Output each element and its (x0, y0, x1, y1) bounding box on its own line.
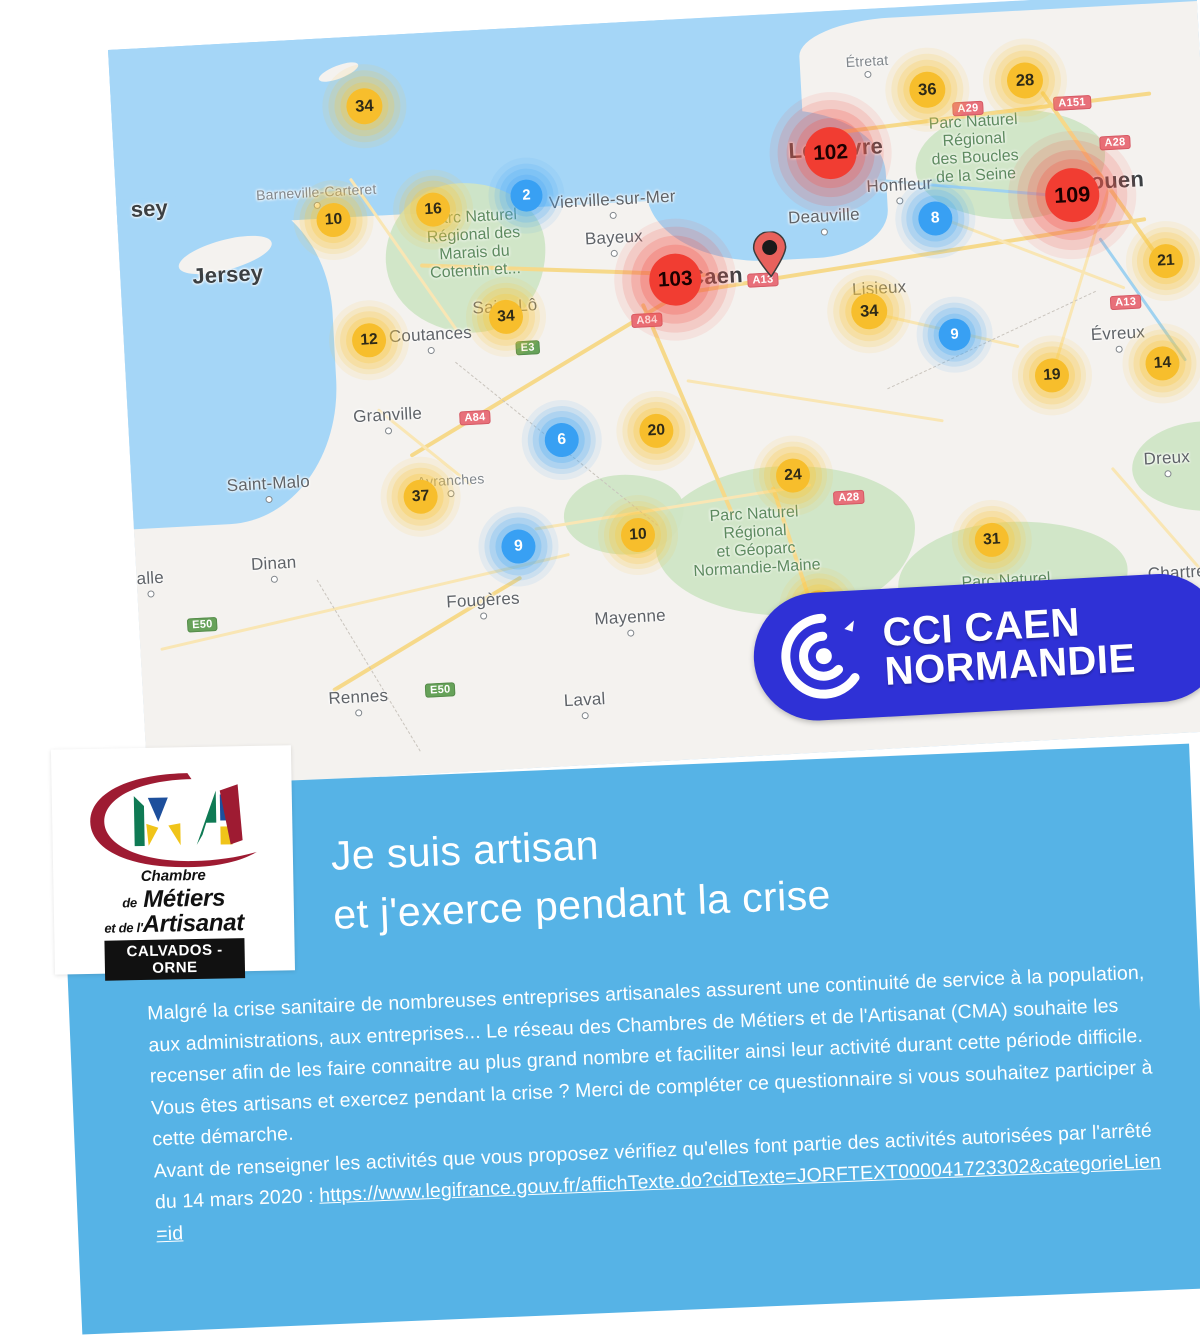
city-dot-icon (1115, 345, 1123, 353)
panel-body-text: Malgré la crise sanitaire de nombreuses … (147, 957, 1167, 1251)
cma-logo-icon (69, 764, 271, 878)
map-cluster-marker-barneville[interactable]: 10 (291, 177, 376, 263)
city-dot-icon (427, 346, 435, 355)
marker-count: 24 (783, 466, 803, 485)
marker-count: 37 (411, 487, 430, 506)
marker-count: 10 (324, 210, 343, 229)
map-cluster-marker-pont-audemer[interactable]: 8 (893, 176, 978, 261)
map-cluster-marker-bernay[interactable]: 9 (914, 294, 995, 375)
marker-count: 2 (521, 187, 532, 204)
marker-count: 9 (950, 326, 960, 343)
cci-caen-normandie-logo[interactable]: CCI CAEN NORMANDIE (750, 570, 1200, 724)
marker-count: 102 (812, 140, 849, 165)
cma-prefix-de: de (122, 895, 138, 911)
marker-count: 21 (1156, 251, 1176, 270)
map-city-label: Saint-Malo (226, 472, 311, 505)
map-city-label: Étretat (845, 52, 889, 79)
city-dot-icon (147, 590, 155, 598)
map-city-label: Rennes (328, 686, 389, 718)
map-city-label: Dinan (251, 553, 298, 584)
city-dot-icon (265, 495, 273, 504)
cma-prefix-etdel: et de l' (104, 919, 143, 936)
map-cluster-marker-avranches[interactable]: 37 (378, 454, 463, 539)
marker-count: 14 (1153, 353, 1172, 372)
map-city-label: sey (129, 195, 169, 222)
marker-count: 12 (359, 330, 379, 349)
map-cluster-marker-coutances[interactable]: 12 (326, 298, 412, 383)
city-dot-icon (611, 249, 619, 258)
marker-count: 6 (556, 430, 567, 449)
marker-count: 20 (647, 421, 666, 440)
city-dot-icon (355, 709, 363, 717)
marker-count: 10 (628, 525, 648, 544)
cci-circle-icon (773, 606, 874, 707)
city-dot-icon (270, 575, 279, 583)
map-pin-icon[interactable] (752, 230, 789, 284)
map-cluster-marker-argentan[interactable]: 24 (750, 433, 836, 518)
marker-count: 34 (496, 307, 516, 326)
map-cluster-marker-yvetot[interactable]: 28 (980, 35, 1070, 126)
marker-count: 36 (917, 79, 938, 100)
city-dot-icon (864, 70, 872, 79)
city-dot-icon (609, 211, 617, 220)
map-cluster-marker-le-havre[interactable]: 102 (766, 88, 896, 218)
page-title: Je suis artisan et j'exerce pendant la c… (329, 821, 832, 939)
map-city-label: Granville (353, 404, 423, 437)
city-dot-icon (480, 612, 488, 620)
map-highway-shield: E50 (186, 616, 219, 633)
map-cluster-marker-saint-lo[interactable]: 34 (463, 274, 549, 360)
cma-logo-card: Chambre de Métiers et de l'Artisanat CAL… (50, 745, 296, 981)
marker-count: 34 (354, 95, 375, 116)
marker-count: 103 (657, 266, 694, 292)
cma-line-artisanat: et de l'Artisanat (54, 908, 294, 940)
marker-count: 16 (423, 200, 443, 219)
cma-word-artisanat: Artisanat (142, 909, 245, 938)
map-cluster-marker-falaise[interactable]: 20 (614, 388, 699, 474)
map-city-label: alle (136, 568, 165, 598)
map-cluster-marker-fecamp[interactable]: 36 (882, 45, 973, 135)
map-cluster-marker-cherbourg[interactable]: 34 (319, 61, 410, 151)
map-highway-shield: A84 (459, 409, 491, 426)
map-cluster-marker-giverny[interactable]: 14 (1120, 321, 1200, 406)
map-city-label: Fougères (446, 589, 521, 622)
marker-count: 31 (982, 530, 1001, 549)
city-dot-icon (627, 629, 635, 637)
map-cluster-marker-vernon[interactable]: 21 (1123, 218, 1200, 304)
map-cluster-marker-evreux[interactable]: 19 (1009, 333, 1095, 418)
info-panel: Chambre de Métiers et de l'Artisanat CAL… (50, 743, 1200, 1335)
city-dot-icon (384, 427, 393, 435)
map-cluster-marker-fougeres[interactable]: 9 (476, 504, 561, 589)
map-surface[interactable]: sey Jersey Barneville-Carteret Vierville-su… (108, 0, 1200, 789)
map-cluster-marker-lisieux[interactable]: 34 (824, 266, 914, 356)
map-cluster-marker-flers[interactable]: 10 (595, 492, 681, 578)
map-cluster-marker-caen[interactable]: 103 (610, 215, 740, 345)
city-dot-icon (581, 711, 590, 720)
marker-count: 9 (513, 537, 524, 555)
cma-region-badge: CALVADOS - ORNE (104, 938, 246, 981)
map-city-label: Dreux (1143, 447, 1191, 478)
marker-count: 109 (1053, 181, 1091, 209)
map-city-label: Mayenne (594, 606, 667, 639)
map-cluster-marker-rouen[interactable]: 109 (1005, 127, 1140, 263)
map-highway-shield: A13 (1109, 294, 1142, 311)
marker-count: 19 (1042, 365, 1062, 384)
map-cluster-marker-vierville[interactable]: 2 (486, 155, 567, 236)
city-dot-icon (1163, 470, 1172, 478)
map-city-label: Laval (563, 689, 606, 720)
city-dot-icon (821, 228, 829, 236)
map-city-label: Jersey (191, 259, 264, 289)
marker-count: 8 (930, 209, 941, 227)
map-cluster-marker-carentan[interactable]: 16 (390, 167, 476, 252)
marker-count: 34 (859, 300, 879, 321)
map-cluster-marker-mortagne[interactable]: 31 (949, 497, 1035, 583)
cci-logo-text: CCI CAEN NORMANDIE (881, 600, 1136, 694)
map-highway-shield: A28 (832, 489, 865, 506)
map-highway-shield: E50 (424, 682, 456, 698)
map-card[interactable]: sey Jersey Barneville-Carteret Vierville-su… (108, 0, 1200, 789)
marker-count: 28 (1015, 69, 1035, 90)
map-cluster-marker-vire[interactable]: 6 (519, 397, 604, 483)
